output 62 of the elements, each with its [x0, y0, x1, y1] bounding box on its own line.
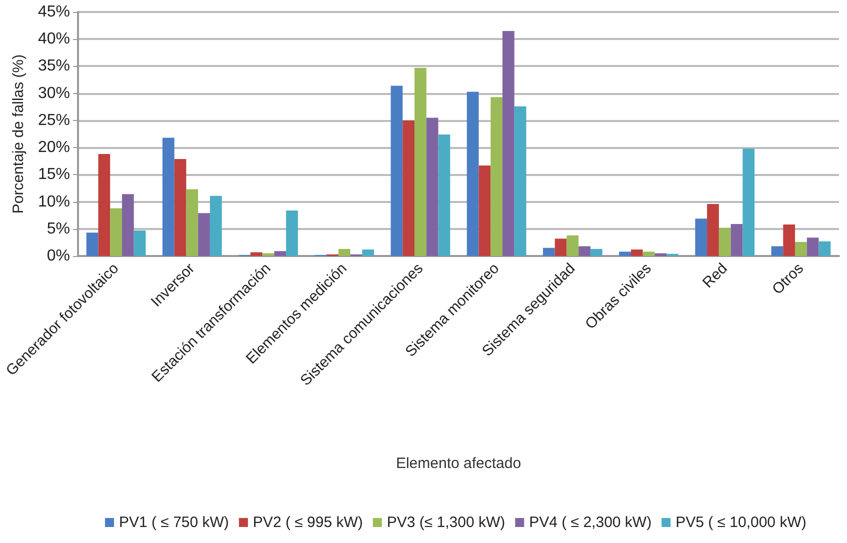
- y-tick-label: 45%: [38, 4, 70, 20]
- bar: [110, 208, 122, 256]
- y-axis-title: Porcentaje de fallas (%): [10, 54, 27, 214]
- bar: [718, 228, 731, 256]
- bar: [554, 238, 567, 256]
- y-tick-label: 30%: [38, 84, 70, 102]
- bar: [478, 165, 491, 256]
- y-tick-label: 5%: [46, 220, 70, 238]
- y-tick-label: 40%: [38, 30, 70, 48]
- bar: [795, 242, 807, 256]
- bar: [742, 148, 755, 256]
- bar: [783, 224, 796, 256]
- bar: [630, 249, 643, 256]
- bar: [134, 230, 146, 256]
- bar: [338, 248, 350, 256]
- bar: [578, 246, 590, 256]
- legend-label: PV3 (≤ 1,300 kW): [386, 514, 506, 531]
- x-axis-title: Elemento afectado: [396, 455, 522, 472]
- y-tick-label: 0%: [46, 248, 70, 264]
- bar: [806, 238, 819, 256]
- bar: [566, 235, 579, 256]
- legend-label: PV2 ( ≤ 995 kW): [252, 514, 363, 531]
- bar: [86, 232, 98, 256]
- bar: [542, 248, 555, 256]
- y-tick-label: 15%: [38, 166, 70, 184]
- bar: [250, 252, 262, 256]
- bar: [590, 248, 602, 256]
- bar: [466, 92, 479, 256]
- bar: [362, 249, 374, 256]
- bar: [198, 213, 210, 256]
- bar: [514, 106, 526, 256]
- bar: [162, 138, 174, 256]
- x-tick-label: Red: [699, 260, 731, 292]
- bar: [654, 253, 667, 256]
- bar: [642, 252, 655, 256]
- bar: [426, 118, 438, 256]
- y-tick-label: 20%: [38, 139, 70, 156]
- bar: [414, 68, 426, 256]
- legend-label: PV1 ( ≤ 750 kW): [119, 514, 229, 531]
- bar: [286, 210, 298, 256]
- bar: [771, 246, 784, 256]
- legend-label: PV4 ( ≤ 2,300 kW): [529, 514, 652, 531]
- bar: [730, 224, 743, 256]
- y-tick-label: 35%: [38, 58, 70, 75]
- bar: [210, 196, 222, 256]
- y-tick-label: 10%: [38, 193, 70, 210]
- bar: [186, 189, 198, 256]
- bar: [174, 158, 186, 256]
- bar: [402, 120, 415, 256]
- bar: [502, 30, 514, 256]
- y-tick-label: 25%: [38, 112, 70, 129]
- bar: [818, 241, 831, 256]
- bar: [490, 97, 502, 256]
- bar: [695, 218, 708, 256]
- bar: [707, 204, 719, 256]
- bar: [122, 194, 134, 256]
- bar: [390, 86, 403, 256]
- bar: [274, 251, 286, 256]
- bar: [438, 134, 450, 256]
- bar: [619, 252, 631, 256]
- legend-label: PV5 ( ≤ 10,000 kW): [676, 514, 806, 531]
- bar: [98, 154, 110, 256]
